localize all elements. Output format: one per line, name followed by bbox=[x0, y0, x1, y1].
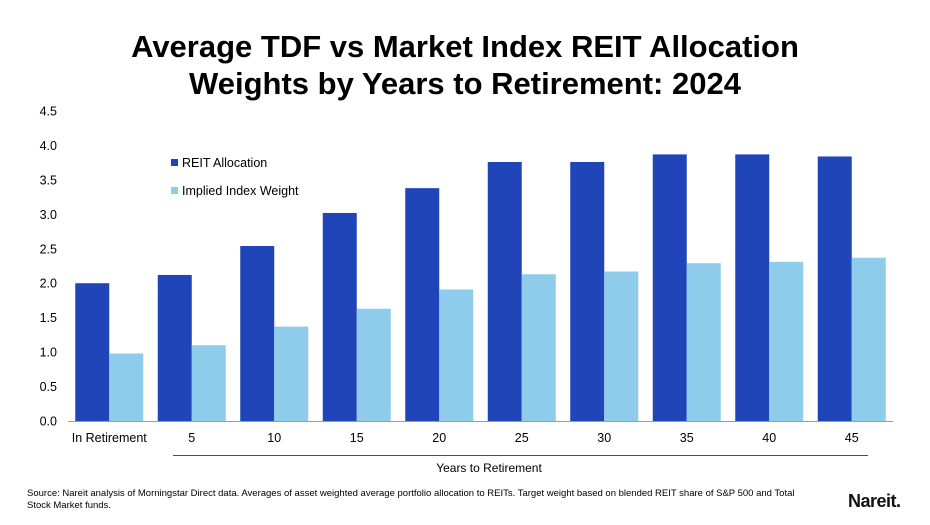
y-tick-label: 0.5 bbox=[40, 380, 57, 394]
legend-label-reit-allocation: REIT Allocation bbox=[182, 156, 267, 170]
implied-index-weight-bar-10 bbox=[274, 326, 309, 421]
chart-title-line-2: Weights by Years to Retirement: 2024 bbox=[189, 66, 741, 101]
implied-index-weight-bar-45 bbox=[851, 257, 886, 421]
x-tick-label: 5 bbox=[188, 431, 195, 445]
implied-index-weight-bar-35 bbox=[686, 263, 721, 421]
chart-title: Average TDF vs Market Index REIT Allocat… bbox=[0, 28, 930, 102]
bars bbox=[75, 154, 886, 421]
reit-allocation-bar-25 bbox=[487, 161, 522, 421]
reit-allocation-bar-10 bbox=[240, 246, 275, 421]
reit-allocation-bar-40 bbox=[735, 154, 770, 421]
x-tick-label: 30 bbox=[597, 431, 611, 445]
x-tick-label: In Retirement bbox=[72, 431, 148, 445]
reit-allocation-bar-20 bbox=[405, 188, 440, 421]
x-tick-label: 35 bbox=[680, 431, 694, 445]
x-tick-label: 25 bbox=[515, 431, 529, 445]
y-tick-label: 1.5 bbox=[40, 311, 57, 325]
reit-allocation-bar-45 bbox=[817, 156, 852, 421]
legend-swatch-reit-allocation bbox=[171, 159, 178, 166]
legend: REIT Allocation Implied Index Weight bbox=[171, 156, 299, 198]
x-tick-label: 15 bbox=[350, 431, 364, 445]
implied-index-weight-bar-40 bbox=[769, 261, 804, 421]
chart-title-line-1: Average TDF vs Market Index REIT Allocat… bbox=[131, 29, 799, 64]
legend-label-implied-index-weight: Implied Index Weight bbox=[182, 184, 299, 198]
implied-index-weight-bar-20 bbox=[439, 289, 474, 421]
implied-index-weight-bar-5 bbox=[191, 345, 226, 421]
implied-index-weight-bar-30 bbox=[604, 271, 639, 421]
reit-allocation-bar-30 bbox=[570, 161, 605, 421]
x-tick-label: 45 bbox=[845, 431, 859, 445]
y-tick-label: 1.0 bbox=[40, 346, 57, 360]
reit-allocation-bar-35 bbox=[652, 154, 687, 421]
source-note: Source: Nareit analysis of Morningstar D… bbox=[27, 488, 795, 511]
implied-index-weight-bar-in-retirement bbox=[109, 353, 144, 421]
nareit-logo: Nareit. bbox=[848, 491, 901, 511]
implied-index-weight-bar-25 bbox=[521, 274, 556, 421]
x-axis-title: Years to Retirement bbox=[436, 461, 542, 475]
y-tick-label: 4.0 bbox=[40, 139, 57, 153]
implied-index-weight-bar-15 bbox=[356, 308, 391, 421]
y-tick-label: 3.0 bbox=[40, 208, 57, 222]
y-tick-label: 3.5 bbox=[40, 173, 57, 187]
y-tick-label: 2.5 bbox=[40, 242, 57, 256]
x-tick-label: 10 bbox=[267, 431, 281, 445]
reit-allocation-bar-5 bbox=[157, 274, 192, 421]
reit-allocation-bar-in-retirement bbox=[75, 283, 110, 421]
y-tick-label: 0.0 bbox=[40, 415, 57, 429]
reit-allocation-bar-15 bbox=[322, 212, 357, 421]
legend-swatch-implied-index-weight bbox=[171, 187, 178, 194]
y-tick-label: 2.0 bbox=[40, 277, 57, 291]
y-axis: 0.0 0.5 1.0 1.5 2.0 2.5 3.0 3.5 4.0 4.5 bbox=[40, 105, 57, 429]
y-tick-label: 4.5 bbox=[40, 105, 57, 119]
x-tick-label: 40 bbox=[762, 431, 776, 445]
x-tick-label: 20 bbox=[432, 431, 446, 445]
x-axis: In Retirement 5 10 15 20 25 30 35 40 45 bbox=[72, 431, 859, 445]
